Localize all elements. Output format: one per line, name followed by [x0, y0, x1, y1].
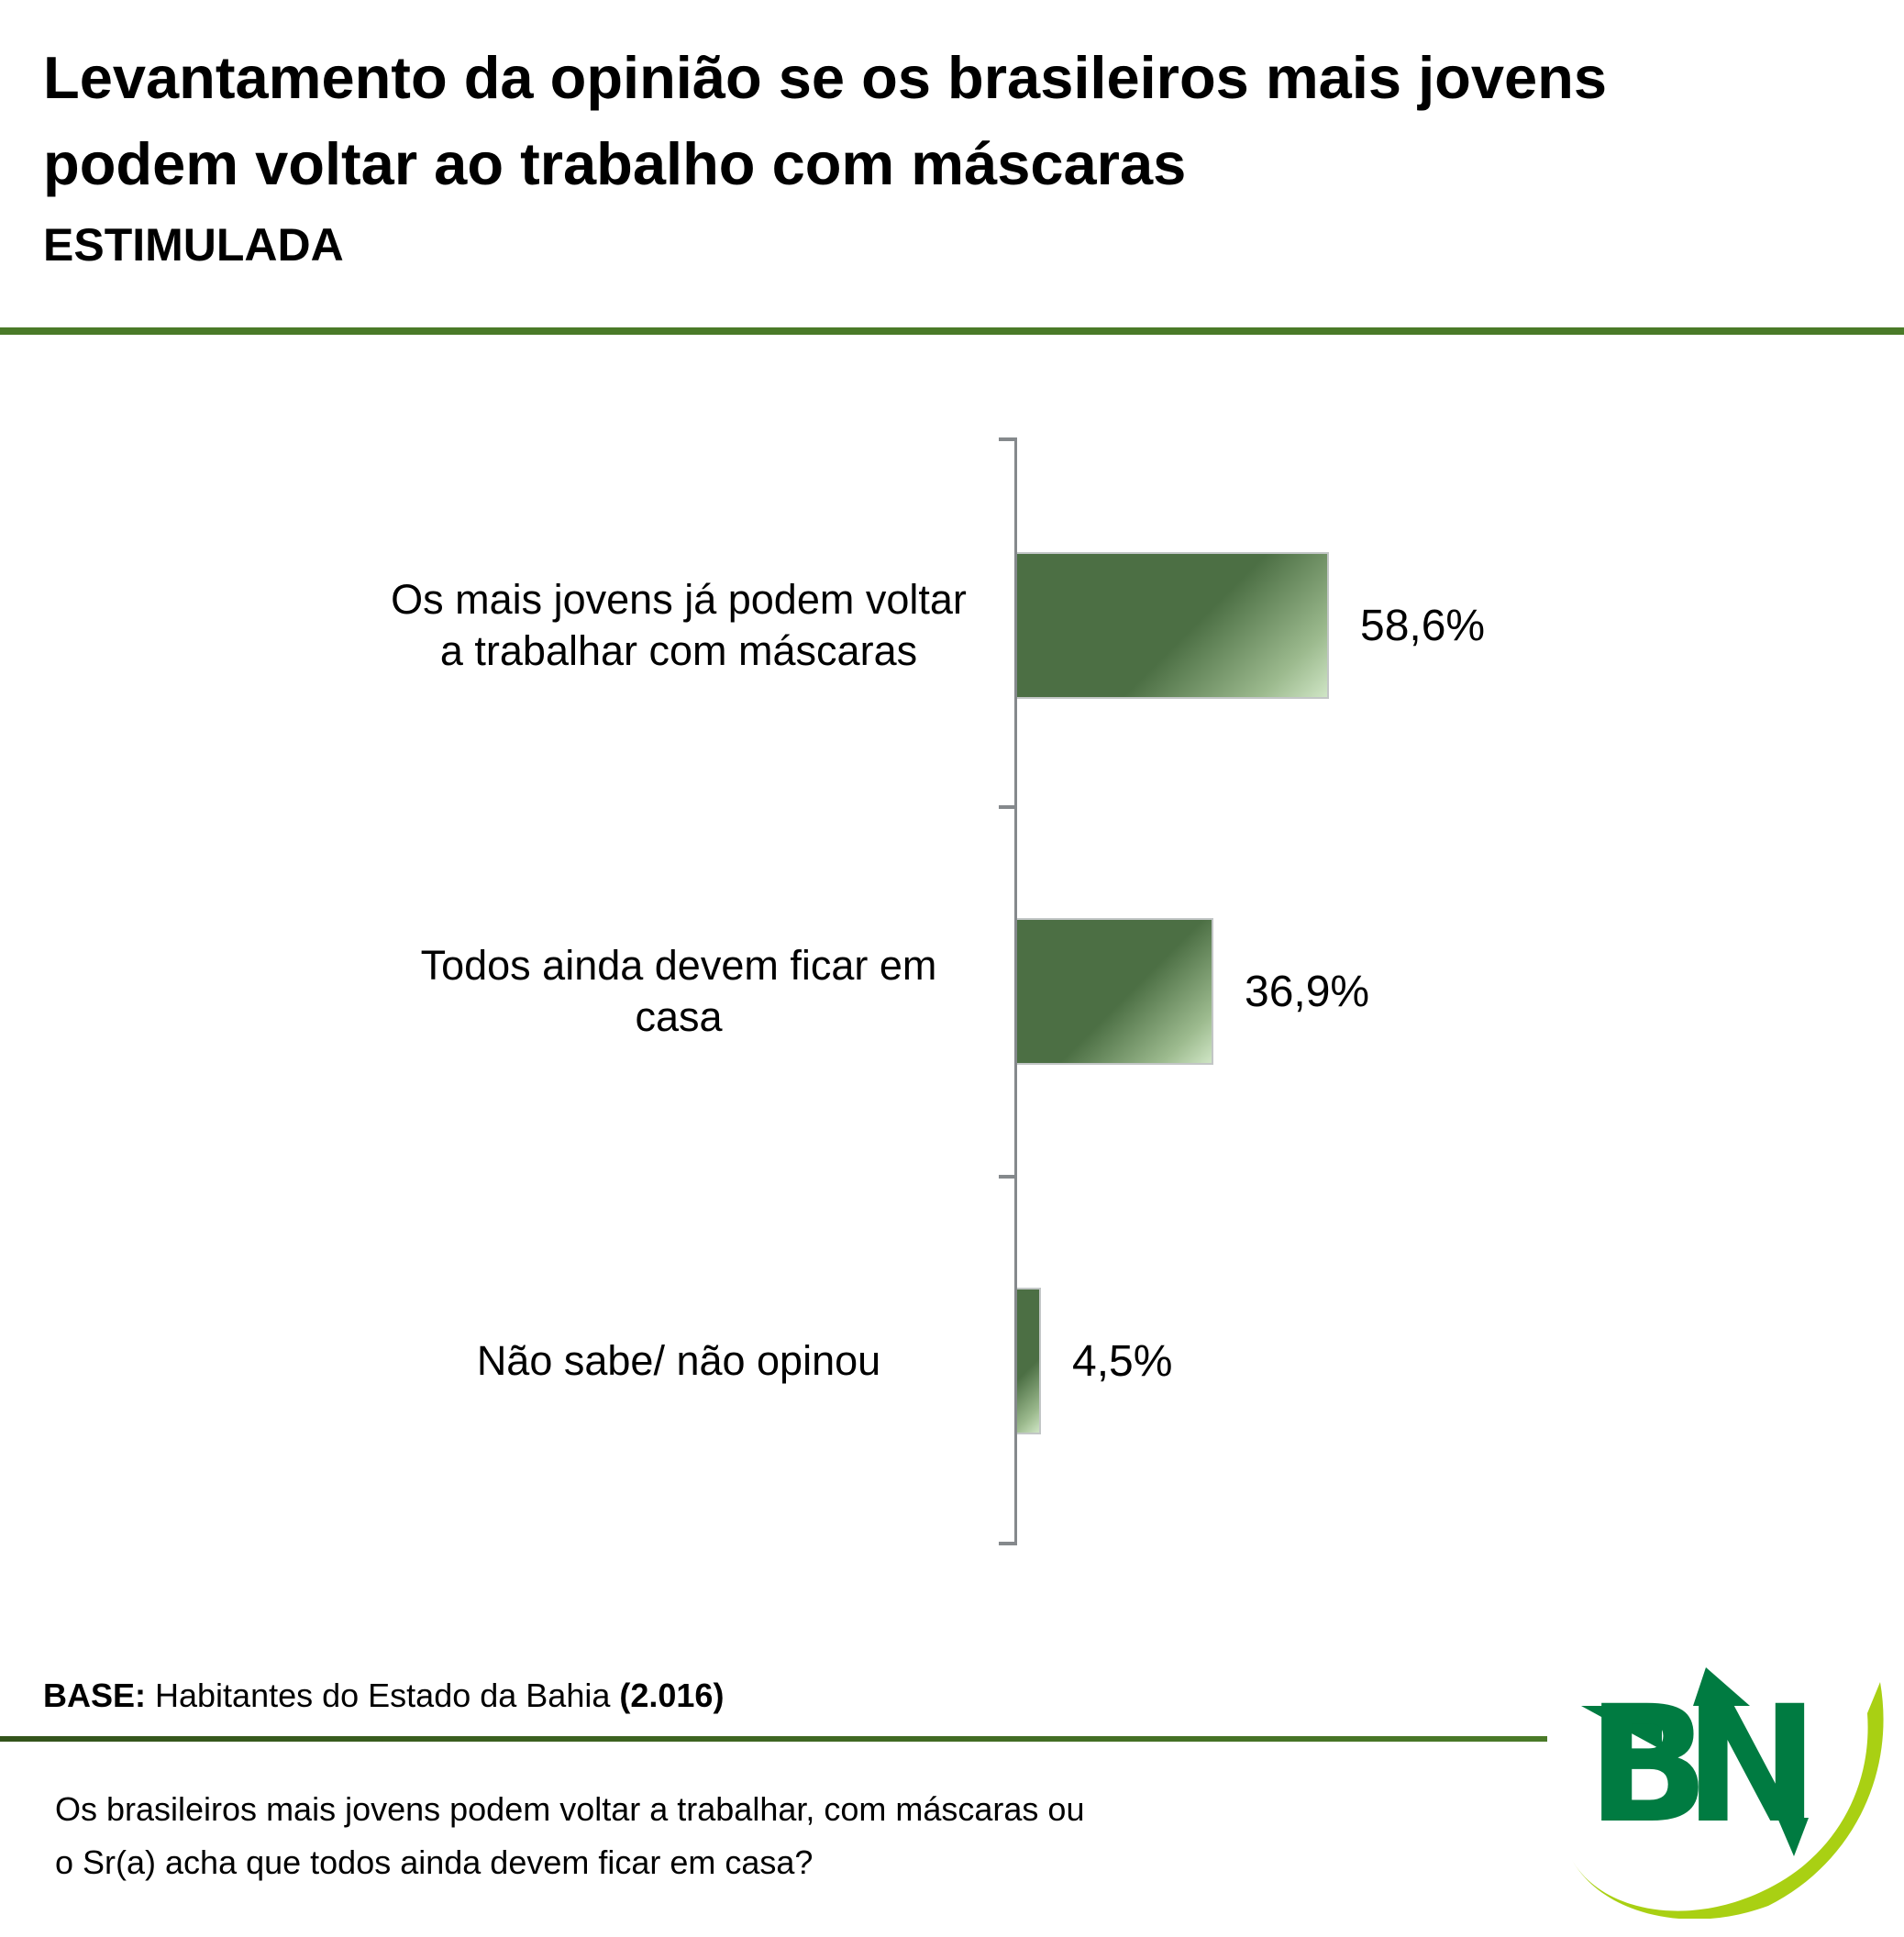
- page-title: Levantamento da opinião se os brasileiro…: [43, 44, 1608, 198]
- bar-row: 4,5%: [1017, 1288, 1172, 1434]
- bar: [1017, 918, 1213, 1065]
- axis-tick: [999, 1542, 1015, 1545]
- axis-tick: [999, 1175, 1015, 1179]
- category-label: Todos ainda devem ficar em casa: [420, 941, 937, 1040]
- bar: [1017, 552, 1329, 699]
- logo-n-tail: [1777, 1818, 1809, 1856]
- base-note: BASE: Habitantes do Estado da Bahia (2.016…: [43, 1677, 724, 1715]
- chart-vertical-axis: [1014, 437, 1017, 1545]
- base-count: (2.016): [619, 1677, 725, 1714]
- bar-row: 58,6%: [1017, 552, 1485, 699]
- base-label: BASE:: [43, 1677, 147, 1714]
- category-label: Não sabe/ não opinou: [476, 1336, 881, 1384]
- axis-tick: [999, 437, 1015, 441]
- header-divider-line: [0, 327, 1904, 335]
- survey-question-line: Os brasileiros mais jovens podem voltar …: [55, 1790, 1085, 1828]
- category-label: Os mais jovens já podem voltar a trabalh…: [391, 575, 967, 674]
- bar-value-label: 58,6%: [1360, 601, 1486, 650]
- logo-n-peak: [1693, 1667, 1750, 1706]
- bar-row: 36,9%: [1017, 918, 1369, 1065]
- bar-value-label: 36,9%: [1245, 967, 1370, 1016]
- base-text: Habitantes do Estado da Bahia: [155, 1677, 611, 1714]
- bn-logo: B N: [1572, 1667, 1884, 1919]
- bar-value-label: 4,5%: [1072, 1336, 1173, 1386]
- page-subtitle: ESTIMULADA: [43, 219, 344, 271]
- logo-letter-b: B: [1587, 1671, 1710, 1859]
- survey-question: Os brasileiros mais jovens podem voltar …: [55, 1783, 1201, 1888]
- logo-b-flag: [1581, 1706, 1662, 1750]
- axis-tick: [999, 805, 1015, 809]
- survey-question-line: o Sr(a) acha que todos ainda devem ficar…: [55, 1843, 814, 1881]
- footer-divider-line: [0, 1736, 1547, 1742]
- bar: [1017, 1288, 1041, 1434]
